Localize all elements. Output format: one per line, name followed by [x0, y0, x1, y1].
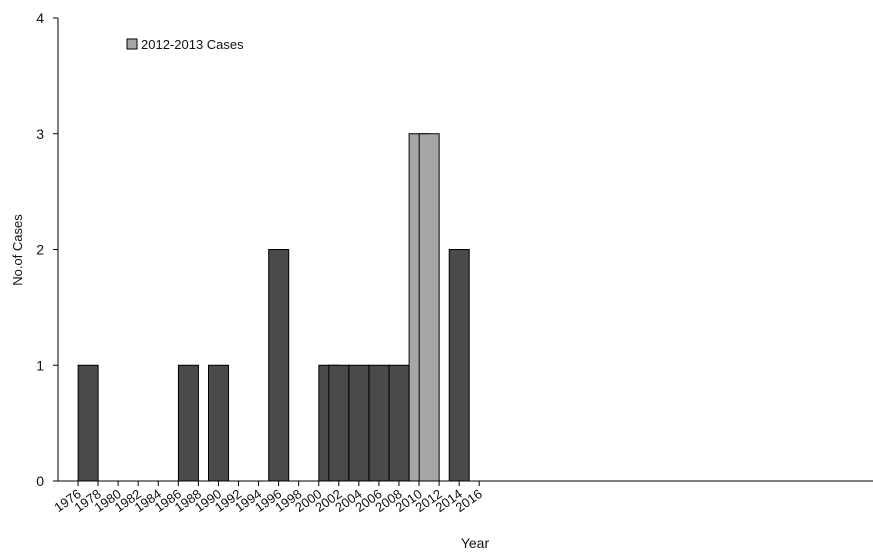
bar-1998 — [268, 249, 290, 482]
legend-swatch — [126, 38, 138, 50]
y-tick-label: 4 — [36, 10, 44, 26]
bar-2013 — [418, 133, 440, 482]
bar-1992 — [208, 364, 230, 482]
y-tick-label: 1 — [36, 357, 44, 373]
tick-labels: 0123419761978198019821984198619881990199… — [36, 10, 485, 515]
legend: 2012-2013 Cases — [126, 37, 244, 52]
bar-2006 — [348, 364, 370, 482]
y-tick-label: 0 — [36, 473, 44, 489]
bar-2010 — [388, 364, 410, 482]
bar-2008 — [368, 364, 390, 482]
bar-2004 — [328, 364, 350, 482]
y-tick-label: 2 — [36, 242, 44, 258]
bar-1979 — [77, 364, 99, 482]
legend-label: 2012-2013 Cases — [141, 37, 244, 52]
y-axis-label: No.of Cases — [10, 214, 25, 286]
x-axis-label: Year — [461, 535, 490, 550]
y-tick-label: 3 — [36, 126, 44, 142]
bars — [77, 133, 470, 482]
bar-1989 — [177, 364, 199, 482]
bar-2016 — [448, 249, 470, 482]
